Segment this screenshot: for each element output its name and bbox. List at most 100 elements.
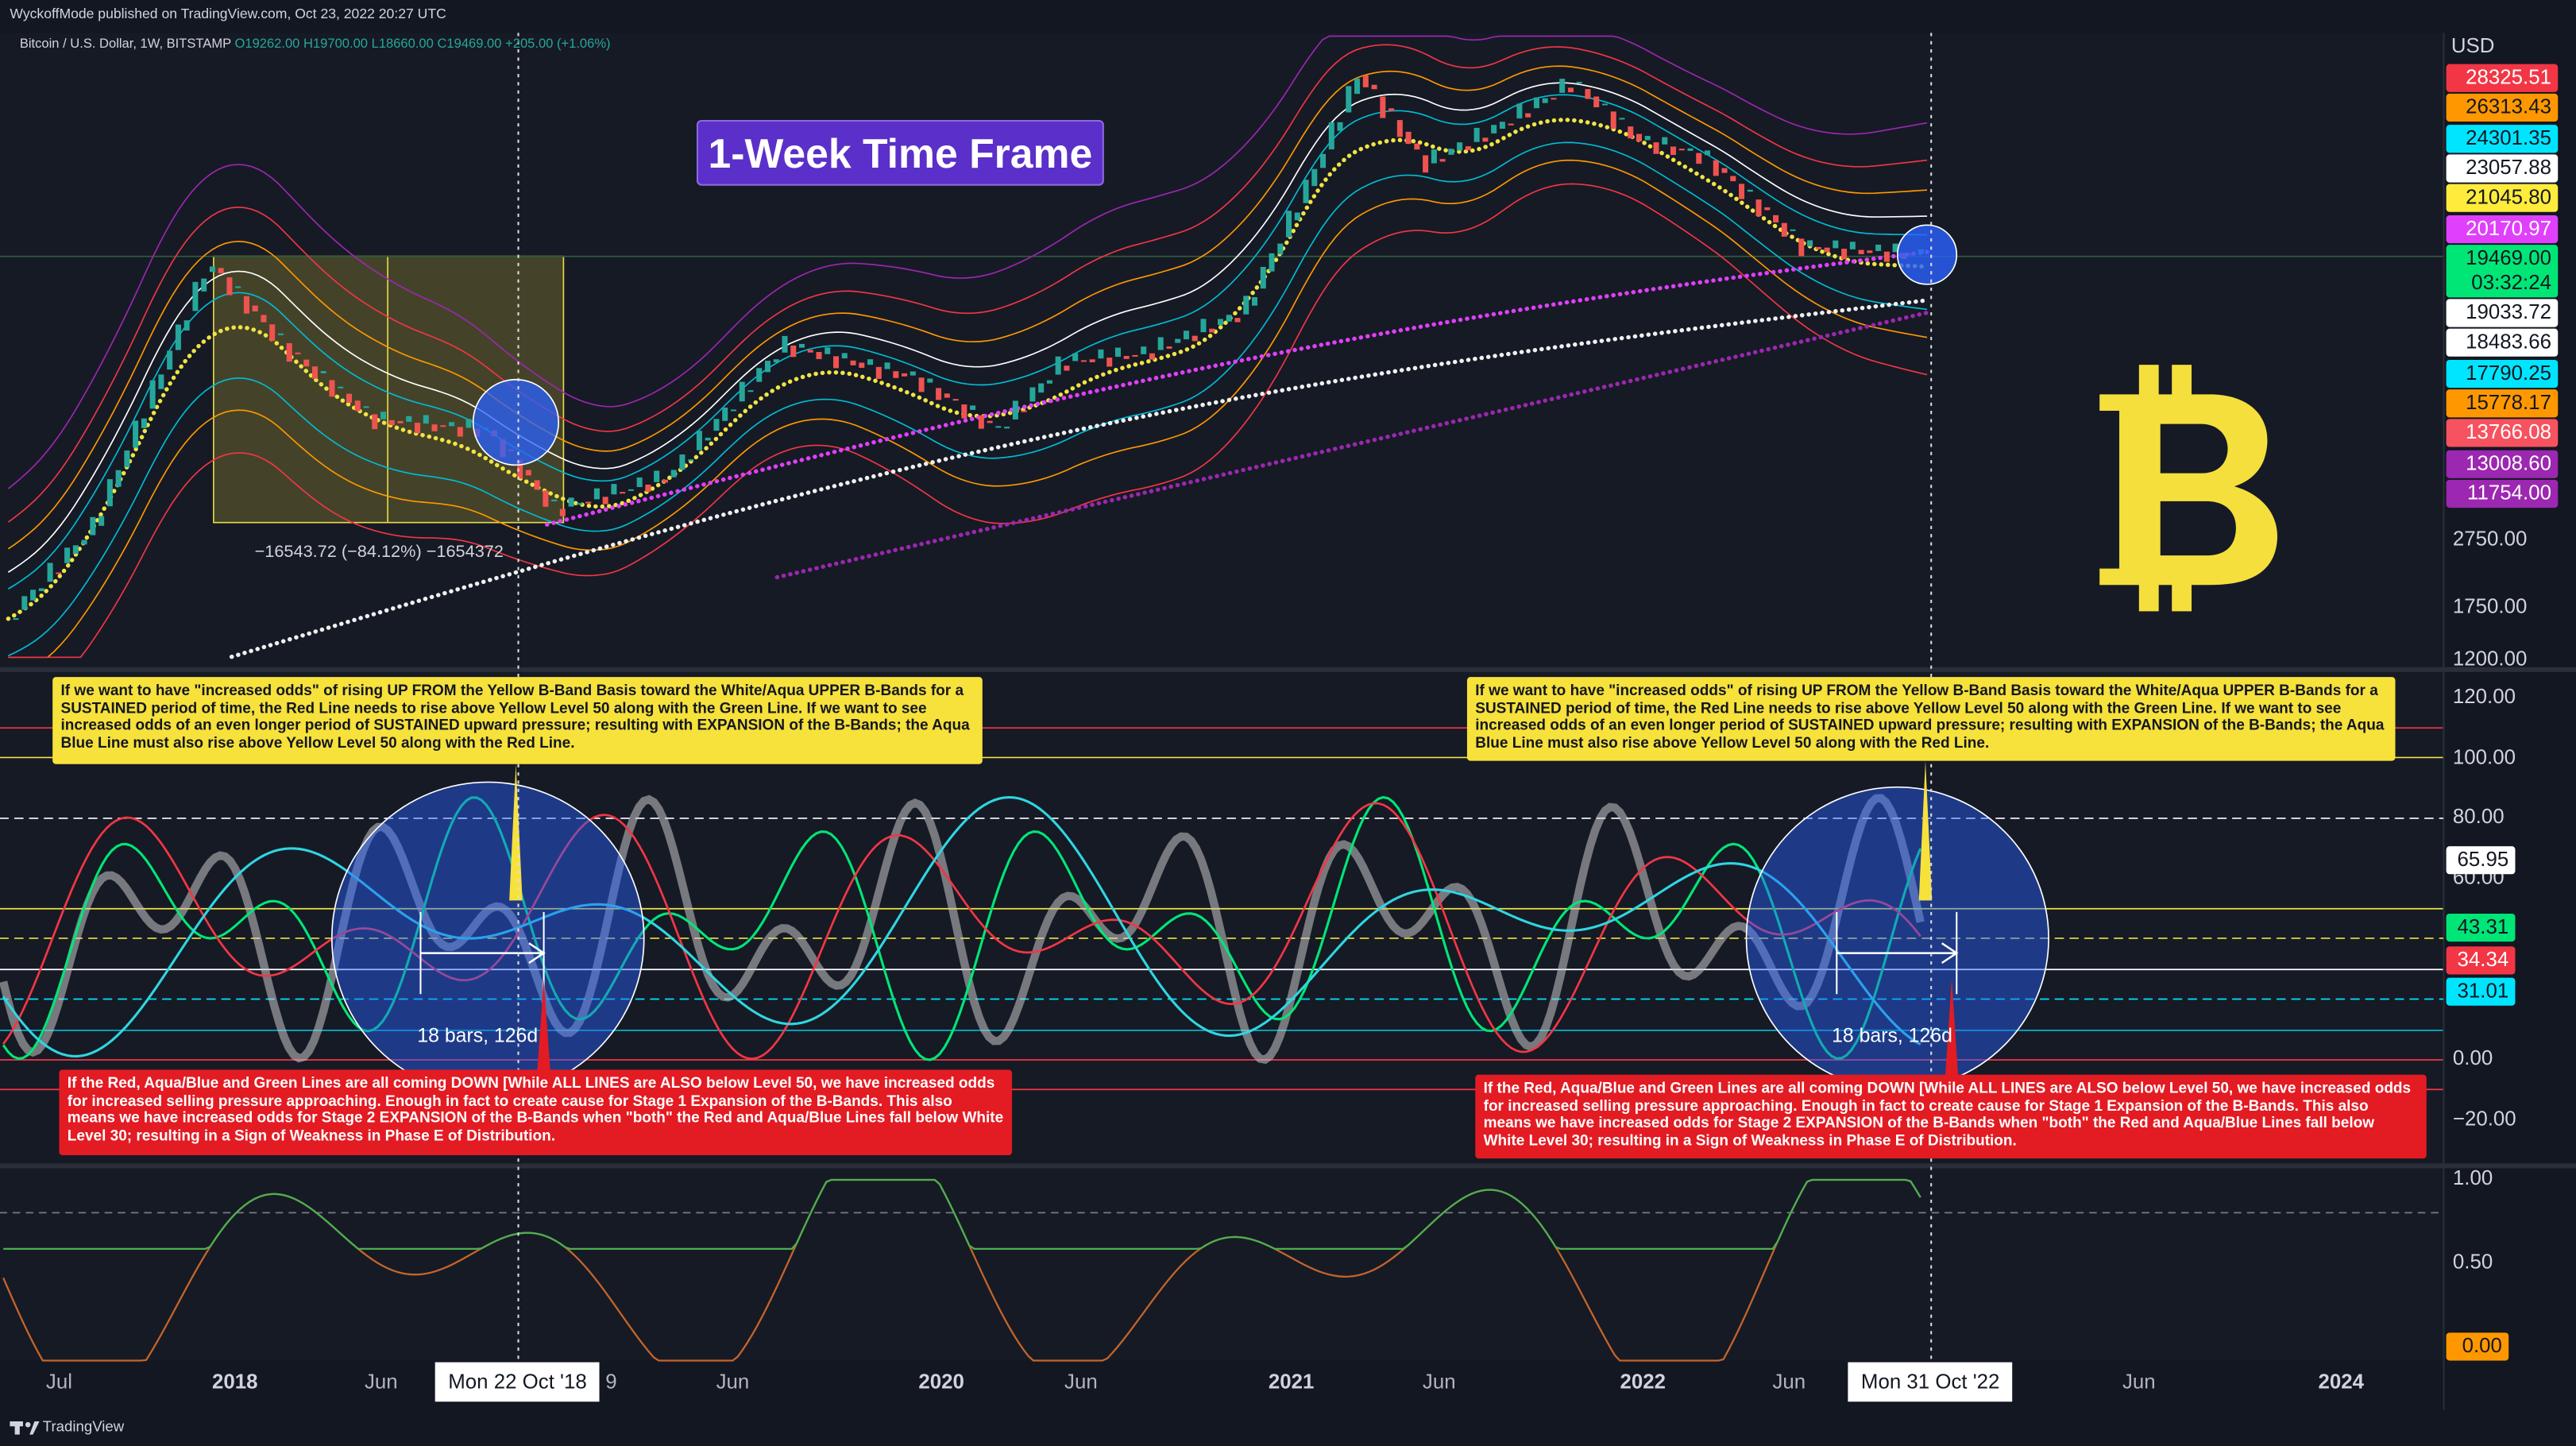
price-box: 21045.80 (2446, 184, 2559, 212)
osc-label: 120.00 (2452, 685, 2516, 709)
candle (1362, 75, 1369, 87)
time-label: Jun (1422, 1370, 1456, 1394)
lower-box: 0.00 (2446, 1332, 2509, 1361)
candle (1482, 137, 1489, 142)
band (8, 159, 1928, 659)
candle (1098, 349, 1104, 359)
candle (1473, 127, 1480, 142)
ohlc-open: O19262.00 (234, 36, 300, 52)
candle (354, 400, 361, 412)
candle (825, 347, 831, 354)
candle (423, 415, 429, 424)
candle (440, 425, 446, 427)
candle (1080, 360, 1087, 362)
highlight-circle (472, 378, 560, 466)
time-label: 2024 (2318, 1370, 2365, 1394)
candle (1576, 81, 1582, 83)
price-box: 20170.97 (2446, 215, 2559, 244)
candle (1790, 229, 1796, 231)
note-red: If the Red, Aqua/Blue and Green Lines ar… (1475, 1074, 2427, 1159)
ohlc-low: L18660.00 (371, 36, 434, 52)
band (7, 65, 1928, 550)
candle (1346, 86, 1352, 113)
bar-count: 18 bars, 126d (417, 1023, 539, 1047)
candle (756, 368, 763, 382)
candle (927, 378, 933, 383)
candle (1277, 243, 1284, 255)
candle (64, 547, 71, 563)
candle (679, 454, 686, 470)
candle (1405, 131, 1412, 145)
candle (465, 419, 472, 428)
candle (201, 278, 207, 292)
candle (1029, 387, 1036, 402)
candle (1705, 150, 1711, 156)
candle (124, 450, 130, 468)
candle (961, 404, 967, 419)
candle (1396, 120, 1403, 137)
candle (1849, 242, 1856, 249)
candle (525, 470, 531, 476)
candle (1260, 266, 1266, 289)
candle (670, 470, 677, 477)
price-box: 23057.88 (2446, 154, 2559, 183)
candle (243, 296, 249, 314)
candle (1585, 89, 1591, 99)
footer-bar (0, 1409, 2576, 1446)
candle (1516, 103, 1523, 119)
candle (1465, 146, 1471, 151)
candle (1747, 189, 1753, 192)
candle (226, 277, 233, 296)
candle (1491, 125, 1497, 133)
candle (141, 418, 147, 428)
candle (1636, 133, 1642, 141)
candle (115, 470, 122, 487)
ohlc-high: H19700.00 (303, 36, 368, 52)
candle (1072, 353, 1079, 362)
candle (1114, 347, 1121, 358)
histogram (0, 794, 1925, 1065)
candle (970, 405, 976, 410)
ohlc-change: +205.00 (+1.06%) (505, 36, 611, 52)
price-label: 2750.00 (2452, 527, 2528, 551)
candle (722, 407, 728, 421)
candle (175, 324, 181, 350)
candle (1670, 146, 1677, 156)
candle (1499, 122, 1505, 129)
candle (1619, 118, 1625, 120)
candle (329, 380, 335, 397)
candle (1439, 159, 1446, 162)
long-average (229, 298, 1929, 659)
candle (1533, 97, 1539, 109)
candle (1431, 149, 1437, 164)
price-box: 24301.35 (2446, 125, 2559, 153)
candle (602, 497, 608, 505)
band (7, 94, 1928, 590)
time-label: 2018 (211, 1370, 258, 1394)
price-box: 17790.25 (2446, 359, 2559, 389)
candle (346, 393, 353, 403)
candle (1141, 346, 1147, 354)
crosshair-label: Mon 22 Oct '18 (434, 1362, 601, 1402)
candle (372, 414, 378, 430)
time-label: Jun (1064, 1370, 1098, 1394)
candle (517, 459, 523, 479)
candle (1328, 122, 1334, 150)
candle (1038, 383, 1045, 393)
candle (167, 350, 173, 370)
candle (1858, 249, 1864, 254)
time-label: 9 (605, 1370, 617, 1394)
candle (764, 361, 771, 373)
candle (1089, 359, 1095, 362)
candle (893, 371, 899, 378)
footer-brand: TradingView (42, 1417, 125, 1435)
candle (1764, 207, 1771, 211)
candle (1662, 137, 1668, 145)
candle (1892, 243, 1898, 253)
candle (593, 488, 600, 500)
candle (1012, 400, 1018, 419)
lower-line (3, 1178, 1921, 1250)
candle (90, 516, 96, 535)
candle (1610, 111, 1616, 130)
candle (790, 345, 797, 358)
